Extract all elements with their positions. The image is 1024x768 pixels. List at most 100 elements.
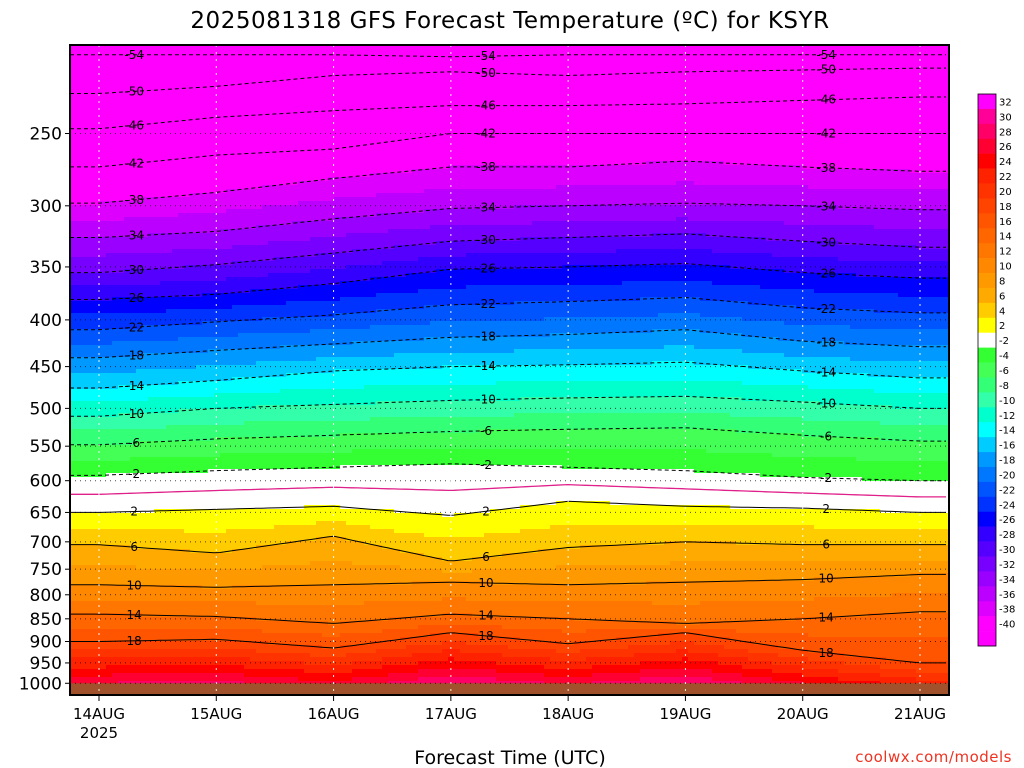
- field-cell: [136, 309, 142, 313]
- field-cell: [106, 205, 112, 209]
- field-cell: [154, 517, 160, 521]
- field-cell: [136, 193, 142, 197]
- field-cell: [166, 389, 172, 393]
- field-cell: [190, 221, 196, 225]
- field-cell: [238, 597, 244, 601]
- field-cell: [220, 333, 226, 337]
- field-cell: [112, 557, 118, 561]
- field-cell: [148, 173, 154, 177]
- field-cell: [148, 545, 154, 549]
- field-cell: [250, 353, 256, 357]
- field-cell: [232, 641, 238, 645]
- field-cell: [142, 677, 148, 681]
- field-cell: [214, 201, 220, 205]
- field-cell: [202, 65, 208, 69]
- field-cell: [232, 577, 238, 581]
- field-cell: [202, 197, 208, 201]
- field-cell: [136, 185, 142, 189]
- field-cell: [112, 277, 118, 281]
- field-cell: [178, 205, 184, 209]
- field-cell: [244, 293, 250, 297]
- field-cell: [214, 677, 220, 681]
- field-cell: [142, 105, 148, 109]
- field-cell: [160, 325, 166, 329]
- field-cell: [124, 133, 130, 137]
- field-cell: [202, 621, 208, 625]
- field-cell: [82, 625, 88, 629]
- field-cell: [160, 557, 166, 561]
- field-cell: [148, 465, 154, 469]
- field-cell: [100, 105, 106, 109]
- field-cell: [208, 185, 214, 189]
- field-cell: [166, 541, 172, 545]
- field-cell: [190, 621, 196, 625]
- field-cell: [100, 429, 106, 433]
- field-cell: [166, 553, 172, 557]
- field-cell: [106, 301, 112, 305]
- field-cell: [232, 269, 238, 273]
- field-cell: [130, 281, 136, 285]
- field-cell: [112, 373, 118, 377]
- field-cell: [94, 609, 100, 613]
- field-cell: [130, 217, 136, 221]
- field-cell: [202, 237, 208, 241]
- field-cell: [166, 613, 172, 617]
- field-cell: [130, 677, 136, 681]
- field-cell: [130, 673, 136, 677]
- field-cell: [214, 433, 220, 437]
- field-cell: [238, 185, 244, 189]
- field-cell: [124, 409, 130, 413]
- field-cell: [208, 173, 214, 177]
- field-cell: [184, 369, 190, 373]
- field-cell: [220, 317, 226, 321]
- field-cell: [94, 429, 100, 433]
- field-cell: [208, 345, 214, 349]
- field-cell: [94, 493, 100, 497]
- field-cell: [82, 465, 88, 469]
- field-cell: [106, 421, 112, 425]
- field-cell: [214, 257, 220, 261]
- field-cell: [94, 525, 100, 529]
- field-cell: [112, 205, 118, 209]
- field-cell: [112, 141, 118, 145]
- field-cell: [214, 365, 220, 369]
- field-cell: [142, 397, 148, 401]
- field-cell: [118, 657, 124, 661]
- field-cell: [88, 581, 94, 585]
- field-cell: [106, 85, 112, 89]
- field-cell: [76, 117, 82, 121]
- field-cell: [208, 593, 214, 597]
- field-cell: [190, 353, 196, 357]
- field-cell: [112, 637, 118, 641]
- field-cell: [112, 513, 118, 517]
- field-cell: [208, 361, 214, 365]
- field-cell: [238, 513, 244, 517]
- field-cell: [124, 257, 130, 261]
- field-cell: [250, 117, 256, 121]
- field-cell: [130, 601, 136, 605]
- field-cell: [244, 145, 250, 149]
- field-cell: [100, 381, 106, 385]
- field-cell: [226, 213, 232, 217]
- field-cell: [250, 273, 256, 277]
- field-cell: [184, 665, 190, 669]
- field-cell: [88, 513, 94, 517]
- field-cell: [88, 481, 94, 485]
- field-cell: [196, 641, 202, 645]
- field-cell: [220, 581, 226, 585]
- field-cell: [232, 377, 238, 381]
- field-cell: [106, 637, 112, 641]
- field-cell: [160, 329, 166, 333]
- field-cell: [184, 161, 190, 165]
- field-cell: [160, 265, 166, 269]
- field-cell: [220, 413, 226, 417]
- field-cell: [190, 233, 196, 237]
- field-cell: [70, 329, 76, 333]
- field-cell: [190, 681, 196, 685]
- field-cell: [154, 81, 160, 85]
- field-cell: [214, 165, 220, 169]
- field-cell: [190, 137, 196, 141]
- field-cell: [70, 341, 76, 345]
- field-cell: [154, 257, 160, 261]
- field-cell: [214, 517, 220, 521]
